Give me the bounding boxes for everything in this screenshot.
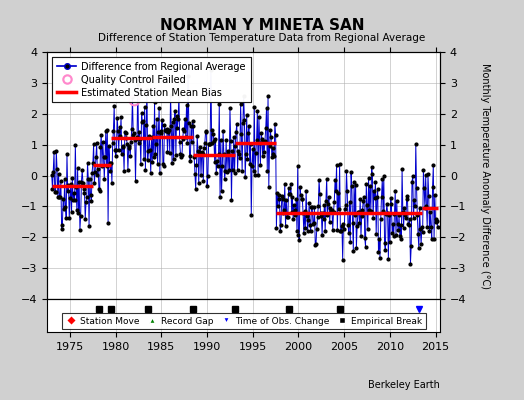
Legend: Station Move, Record Gap, Time of Obs. Change, Empirical Break: Station Move, Record Gap, Time of Obs. C… (62, 313, 425, 329)
Text: NORMAN Y MINETA SAN: NORMAN Y MINETA SAN (160, 18, 364, 33)
Text: Difference of Station Temperature Data from Regional Average: Difference of Station Temperature Data f… (99, 33, 425, 43)
Legend: Difference from Regional Average, Quality Control Failed, Estimated Station Mean: Difference from Regional Average, Qualit… (52, 57, 250, 102)
Y-axis label: Monthly Temperature Anomaly Difference (°C): Monthly Temperature Anomaly Difference (… (481, 62, 490, 288)
Text: Berkeley Earth: Berkeley Earth (368, 380, 440, 390)
